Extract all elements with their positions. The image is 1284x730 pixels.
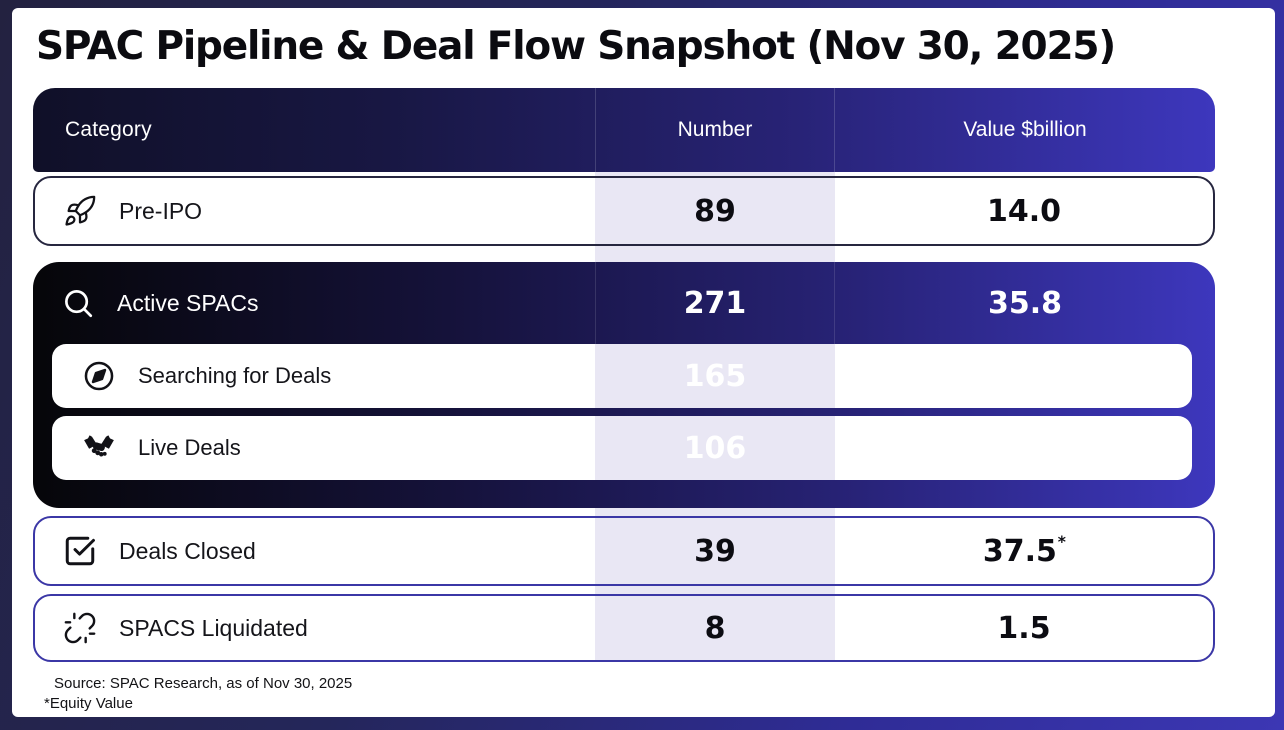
table-row-spacs-liquidated: SPACS Liquidated 8 1.5 bbox=[33, 594, 1215, 662]
footnotes: Source: SPAC Research, as of Nov 30, 202… bbox=[39, 674, 1215, 713]
row-label: Searching for Deals bbox=[138, 363, 332, 388]
snapshot-card: SPAC Pipeline & Deal Flow Snapshot (Nov … bbox=[12, 8, 1275, 717]
pipeline-table: Category Number Value $billion Pre-IPO 8… bbox=[33, 88, 1215, 713]
column-header-number: Number bbox=[595, 88, 835, 172]
table-row-deals-closed: Deals Closed 39 37.5* bbox=[33, 516, 1215, 586]
compass-icon bbox=[82, 359, 116, 393]
page-title: SPAC Pipeline & Deal Flow Snapshot (Nov … bbox=[36, 24, 1116, 69]
equity-value-note: *Equity Value bbox=[44, 694, 133, 712]
column-header-category: Category bbox=[65, 118, 152, 141]
source-note: Source: SPAC Research, as of Nov 30, 202… bbox=[54, 675, 353, 692]
row-number: 89 bbox=[694, 193, 736, 229]
row-label: Live Deals bbox=[138, 435, 241, 460]
row-value: 14.0 bbox=[986, 193, 1062, 229]
row-label: Deals Closed bbox=[119, 537, 256, 564]
rocket-icon bbox=[63, 194, 97, 228]
row-value: 1.5 bbox=[997, 610, 1051, 646]
checkbox-icon bbox=[63, 534, 97, 568]
handshake-icon bbox=[82, 431, 116, 465]
row-label: Active SPACs bbox=[117, 289, 259, 316]
table-header-row: Category Number Value $billion bbox=[33, 88, 1215, 172]
active-spacs-group: Active SPACs 271 35.8 Searching for Deal… bbox=[33, 262, 1215, 508]
broken-link-icon bbox=[63, 611, 97, 645]
row-number: 106 bbox=[683, 430, 747, 466]
table-row-pre-ipo: Pre-IPO 89 14.0 bbox=[33, 176, 1215, 246]
search-icon bbox=[61, 286, 95, 320]
row-number: 39 bbox=[694, 533, 736, 569]
row-number: 165 bbox=[683, 358, 747, 394]
column-header-value: Value $billion bbox=[963, 118, 1087, 141]
row-label: Pre-IPO bbox=[119, 197, 203, 224]
row-value: 35.8 bbox=[987, 285, 1063, 321]
table-row-active-spacs: Active SPACs 271 35.8 bbox=[33, 262, 1215, 344]
row-number: 8 bbox=[704, 610, 726, 646]
row-number: 271 bbox=[683, 285, 747, 321]
row-value: 37.5* bbox=[982, 533, 1066, 569]
row-value: 26.9 bbox=[976, 358, 1051, 394]
table-row-searching-for-deals: Searching for Deals 165 26.9 bbox=[52, 344, 1192, 408]
table-row-live-deals: Live Deals 106 62.6* bbox=[52, 416, 1192, 480]
row-label: SPACS Liquidated bbox=[119, 614, 308, 641]
row-value: 62.6* bbox=[972, 430, 1056, 466]
